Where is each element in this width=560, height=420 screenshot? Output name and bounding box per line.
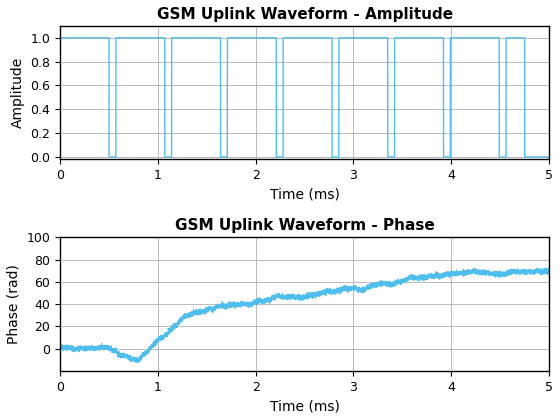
Title: GSM Uplink Waveform - Amplitude: GSM Uplink Waveform - Amplitude [156,7,452,22]
X-axis label: Time (ms): Time (ms) [269,188,339,202]
Y-axis label: Phase (rad): Phase (rad) [7,264,21,344]
Y-axis label: Amplitude: Amplitude [11,57,25,128]
X-axis label: Time (ms): Time (ms) [269,399,339,413]
Title: GSM Uplink Waveform - Phase: GSM Uplink Waveform - Phase [175,218,435,234]
